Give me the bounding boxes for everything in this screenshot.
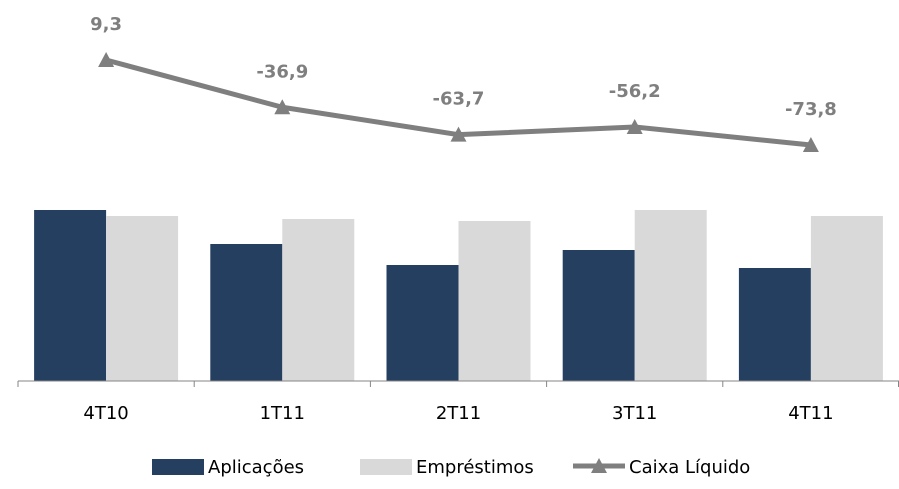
line-marker-1t11 xyxy=(274,99,291,115)
x-tick-label: 4T11 xyxy=(788,403,833,424)
bar-emprestimos-1t11 xyxy=(282,219,355,381)
bar-aplicacoes-1t11 xyxy=(210,244,283,381)
bar-aplicacoes-2t11 xyxy=(386,265,459,381)
legend-label-emprestimos: Empréstimos xyxy=(416,457,534,478)
x-tick-label: 1T11 xyxy=(260,403,305,424)
line-marker-4t10 xyxy=(98,52,115,67)
legend-swatch-emprestimos xyxy=(360,459,412,475)
data-labels: 9,3 -36,9 -63,7 -56,2 -73,8 xyxy=(90,14,837,120)
x-tick-label: 4T10 xyxy=(83,403,128,424)
bar-emprestimos-4t11 xyxy=(810,216,883,381)
bar-emprestimos-3t11 xyxy=(634,210,707,381)
bar-emprestimos-4t10 xyxy=(106,216,179,381)
legend-label-aplicacoes: Aplicações xyxy=(208,457,304,478)
line-layer xyxy=(98,52,819,152)
bars-layer xyxy=(34,210,883,381)
legend: Aplicações Empréstimos Caixa Líquido xyxy=(152,457,750,478)
line-marker-3t11 xyxy=(626,118,643,134)
data-label-caixa-liquido: -56,2 xyxy=(609,81,661,102)
data-label-caixa-liquido: -73,8 xyxy=(785,99,837,120)
bar-aplicacoes-4t10 xyxy=(34,210,107,381)
legend-label-caixa-liquido: Caixa Líquido xyxy=(629,457,750,478)
x-tick-label: 3T11 xyxy=(612,403,657,424)
data-label-caixa-liquido: -63,7 xyxy=(433,89,485,110)
bar-aplicacoes-3t11 xyxy=(562,250,635,381)
bar-aplicacoes-4t11 xyxy=(738,268,811,381)
data-label-caixa-liquido: 9,3 xyxy=(90,14,122,35)
x-tick-label: 2T11 xyxy=(436,403,481,424)
x-axis: 4T10 1T11 2T11 3T11 4T11 xyxy=(17,380,899,424)
legend-swatch-aplicacoes xyxy=(152,459,204,475)
line-marker-2t11 xyxy=(450,126,467,142)
bar-emprestimos-2t11 xyxy=(458,221,531,381)
data-label-caixa-liquido: -36,9 xyxy=(256,61,308,82)
legend-marker-caixa-liquido xyxy=(591,458,607,473)
line-marker-4t11 xyxy=(802,137,819,152)
